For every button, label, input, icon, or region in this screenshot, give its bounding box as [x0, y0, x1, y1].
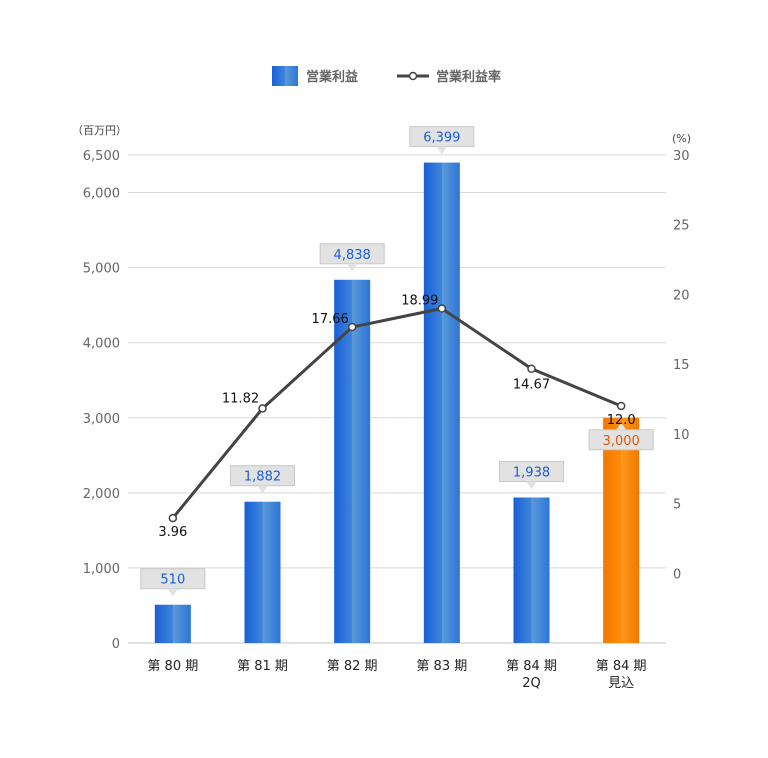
bar — [244, 501, 281, 643]
callout-pointer — [167, 588, 178, 597]
rate-line — [171, 307, 622, 520]
y-right-tick-label: 0 — [673, 567, 681, 582]
callout-pointer — [257, 485, 268, 494]
rate-value-labels: 3.96 11.82 17.66 18.99 14.67 12.0 — [158, 294, 635, 541]
bar — [603, 417, 640, 643]
x-tick-label: 第 84 期 — [506, 659, 557, 674]
y-left-tick-label: 2,000 — [83, 487, 120, 502]
gridlines — [128, 154, 666, 644]
y-left-tick-label: 0 — [112, 637, 120, 652]
x-tick-label: 第 83 期 — [416, 659, 467, 674]
x-tick-label: 第 81 期 — [237, 659, 288, 674]
bar-value-callout: 1,882 — [230, 465, 295, 494]
legend-bar-label: 営業利益 — [306, 69, 358, 85]
y-left-tick-label: 6,500 — [83, 149, 120, 164]
rate-line-series — [168, 304, 626, 523]
y-right-tick-label: 10 — [673, 428, 690, 443]
y-left-tick-label: 6,000 — [83, 187, 120, 202]
x-tick-label: 第 80 期 — [147, 659, 198, 674]
bar-value-label: 1,882 — [244, 470, 281, 485]
y-right-axis: 0 5 10 15 20 25 30 — [673, 149, 690, 582]
bar-value-labels: 510 1,882 4,838 6,399 1,938 3,000 — [140, 126, 654, 597]
legend-line-marker — [408, 71, 418, 81]
callout-pointer — [616, 422, 627, 430]
y-right-unit: (%) — [672, 132, 691, 145]
rate-point — [437, 304, 447, 313]
bar-value-callout: 4,838 — [319, 243, 385, 272]
legend-line-label: 営業利益率 — [436, 69, 501, 85]
bar-value-label: 1,938 — [513, 466, 550, 481]
y-left-tick-label: 4,000 — [83, 337, 120, 352]
bar-value-callout: 510 — [140, 568, 206, 597]
callout-pointer — [436, 146, 447, 155]
bar-value-label: 510 — [160, 573, 185, 588]
legend-bar-swatch — [272, 66, 298, 86]
x-axis-labels: 第 80 期第 81 期第 82 期第 83 期第 84 期2Q第 84 期見込 — [147, 659, 646, 691]
rate-value-label: 17.66 — [312, 312, 349, 327]
y-right-tick-label: 25 — [673, 219, 690, 234]
bar — [334, 279, 371, 643]
y-left-unit: （百万円） — [72, 124, 127, 137]
y-right-tick-label: 15 — [673, 358, 690, 373]
y-left-tick-label: 1,000 — [83, 562, 120, 577]
bar-value-callout: 6,399 — [409, 126, 475, 155]
bar-value-callout: 3,000 — [588, 422, 654, 451]
bar — [513, 497, 550, 643]
rate-point — [616, 401, 626, 411]
bar-value-label: 3,000 — [603, 434, 640, 449]
legend: 営業利益 営業利益率 — [272, 66, 501, 86]
rate-value-label: 18.99 — [401, 294, 438, 309]
bar — [423, 162, 460, 643]
y-right-tick-label: 20 — [673, 288, 690, 303]
y-right-tick-label: 30 — [673, 149, 690, 164]
y-left-tick-label: 3,000 — [83, 412, 120, 427]
rate-value-label: 14.67 — [513, 378, 550, 393]
rate-point — [347, 322, 357, 332]
x-tick-label: 見込 — [608, 676, 634, 691]
rate-point — [527, 364, 536, 373]
callout-pointer — [347, 263, 358, 272]
x-tick-label: 2Q — [522, 676, 541, 691]
rate-point — [258, 404, 267, 413]
bar — [154, 604, 191, 643]
rate-point — [168, 513, 178, 523]
bar-value-label: 4,838 — [334, 248, 371, 263]
x-tick-label: 第 84 期 — [596, 659, 647, 674]
rate-value-label: 3.96 — [158, 525, 187, 540]
rate-value-label: 11.82 — [222, 391, 259, 406]
bar-value-label: 6,399 — [423, 131, 460, 146]
y-right-tick-label: 5 — [673, 498, 681, 513]
y-left-tick-label: 5,000 — [83, 262, 120, 277]
bar-value-callout: 1,938 — [499, 461, 564, 490]
x-tick-label: 第 82 期 — [327, 659, 378, 674]
rate-value-label: 12.0 — [607, 413, 636, 428]
callout-pointer — [526, 481, 537, 490]
bar-series — [154, 162, 640, 643]
y-left-axis: 0 1,000 2,000 3,000 4,000 5,000 6,000 6,500 — [83, 149, 120, 652]
